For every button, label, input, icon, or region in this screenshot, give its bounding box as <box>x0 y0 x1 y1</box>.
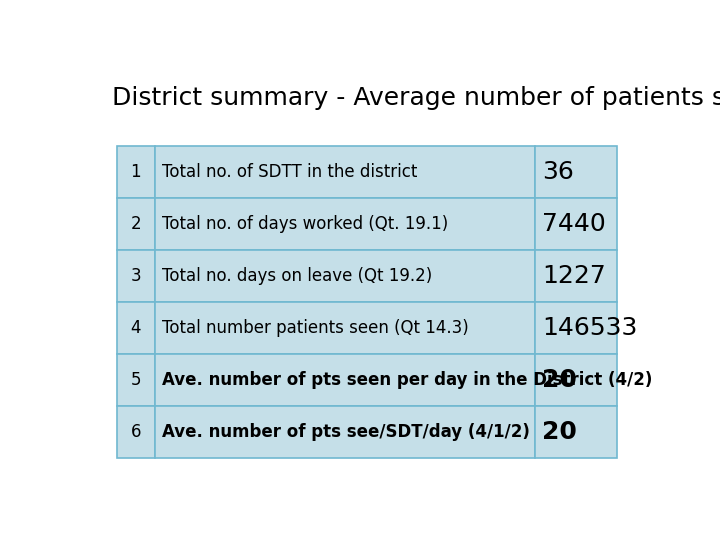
Text: Total no. of SDTT in the district: Total no. of SDTT in the district <box>163 163 418 181</box>
Bar <box>155 249 534 301</box>
Text: Total no. of days worked (Qt. 19.1): Total no. of days worked (Qt. 19.1) <box>163 214 449 233</box>
Bar <box>117 354 155 406</box>
Bar <box>117 146 155 198</box>
Bar <box>534 301 617 354</box>
Bar <box>534 198 617 249</box>
Text: Ave. number of pts see/SDT/day (4/1/2): Ave. number of pts see/SDT/day (4/1/2) <box>163 422 530 441</box>
Bar <box>155 354 534 406</box>
Bar <box>534 406 617 457</box>
Bar <box>155 146 534 198</box>
Text: 6: 6 <box>130 422 141 441</box>
Text: 36: 36 <box>542 160 574 184</box>
Bar <box>534 146 617 198</box>
Text: 7440: 7440 <box>542 212 606 235</box>
Bar <box>155 198 534 249</box>
Text: Total number patients seen (Qt 14.3): Total number patients seen (Qt 14.3) <box>163 319 469 336</box>
Bar <box>534 249 617 301</box>
Bar <box>155 301 534 354</box>
Bar <box>155 406 534 457</box>
Bar <box>117 301 155 354</box>
Text: 2: 2 <box>130 214 141 233</box>
Bar <box>117 198 155 249</box>
Text: District summary - Average number of patients seen: District summary - Average number of pat… <box>112 86 720 110</box>
Text: 4: 4 <box>130 319 141 336</box>
Text: 1227: 1227 <box>542 264 606 288</box>
Text: 1: 1 <box>130 163 141 181</box>
Text: 5: 5 <box>130 370 141 389</box>
Text: Total no. days on leave (Qt 19.2): Total no. days on leave (Qt 19.2) <box>163 267 433 285</box>
Text: 20: 20 <box>542 420 577 443</box>
Text: 20: 20 <box>542 368 577 392</box>
Bar <box>534 354 617 406</box>
Bar <box>117 249 155 301</box>
Text: 146533: 146533 <box>542 315 638 340</box>
Bar <box>117 406 155 457</box>
Text: Ave. number of pts seen per day in the District (4/2): Ave. number of pts seen per day in the D… <box>163 370 653 389</box>
Text: 3: 3 <box>130 267 141 285</box>
